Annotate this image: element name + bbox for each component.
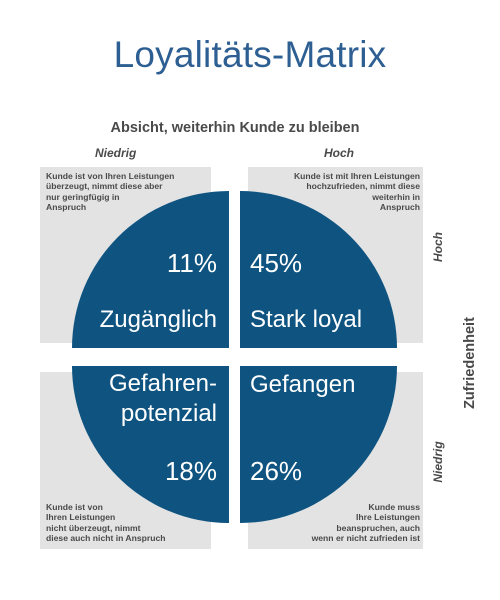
description-line: diese auch nicht in Anspruch — [46, 532, 166, 543]
description-top-left: Kunde ist von Ihren Leistungen überzeugt… — [46, 171, 206, 212]
quadrant-top-left-percent: 11% — [166, 248, 217, 278]
description-line: hochzufrieden, nimmt diese — [306, 181, 420, 192]
quadrant-top-left-label: Zugänglich — [99, 306, 217, 333]
description-bottom-right: Kunde muss Ihre Leistungen beanspruchen,… — [262, 502, 420, 543]
description-bottom-left: Kunde ist von Ihren Leistungen nicht übe… — [46, 502, 206, 543]
description-line: Kunde ist mit Ihren Leistungen — [293, 171, 420, 181]
description-line: Ihren Leistungen — [46, 512, 116, 523]
column-axis-low-label: Niedrig — [95, 146, 137, 160]
description-line: weiterhin in — [372, 191, 420, 202]
column-axis-title: Absicht, weiterhin Kunde zu bleiben — [110, 120, 360, 136]
quadrant-bottom-left-percent: 18% — [164, 456, 217, 486]
quadrant-bottom-left-label: Gefahren- potenzial — [80, 369, 217, 429]
description-line: nicht überzeugt, nimmt — [46, 522, 141, 533]
quadrant-top-right — [240, 191, 397, 348]
description-top-right: Kunde ist mit Ihren Leistungen hochzufri… — [262, 171, 420, 212]
quadrant-top-right-percent: 45% — [250, 248, 303, 278]
description-line: Anspruch — [379, 201, 420, 212]
column-axis-high-label: Hoch — [324, 146, 354, 160]
quadrant-bottom-right — [240, 366, 397, 523]
label-line: potenzial — [120, 400, 217, 427]
quadrant-bottom-right-percent: 26% — [250, 456, 303, 486]
quadrant-bottom-left — [72, 366, 229, 523]
quadrant-top-right-label: Stark loyal — [250, 306, 363, 333]
description-line: nur geringfügig in — [46, 191, 120, 202]
quadrant-bottom-right-label: Gefangen — [250, 371, 356, 398]
label-line: Gefahren- — [108, 370, 217, 397]
description-line: wenn er nicht zufrieden ist — [311, 532, 420, 543]
description-line: beanspruchen, auch — [336, 522, 420, 533]
description-line: Kunde ist von Ihren Leistungen — [46, 171, 175, 181]
description-line: überzeugt, nimmt diese aber — [46, 181, 163, 192]
description-line: Kunde muss — [368, 502, 420, 512]
description-line: Ihre Leistungen — [356, 512, 420, 523]
quadrant-top-left — [72, 191, 229, 348]
description-line: Kunde ist von — [46, 502, 103, 512]
page-title: Loyalitäts-Matrix — [113, 34, 387, 75]
description-line: Anspruch — [46, 201, 87, 212]
